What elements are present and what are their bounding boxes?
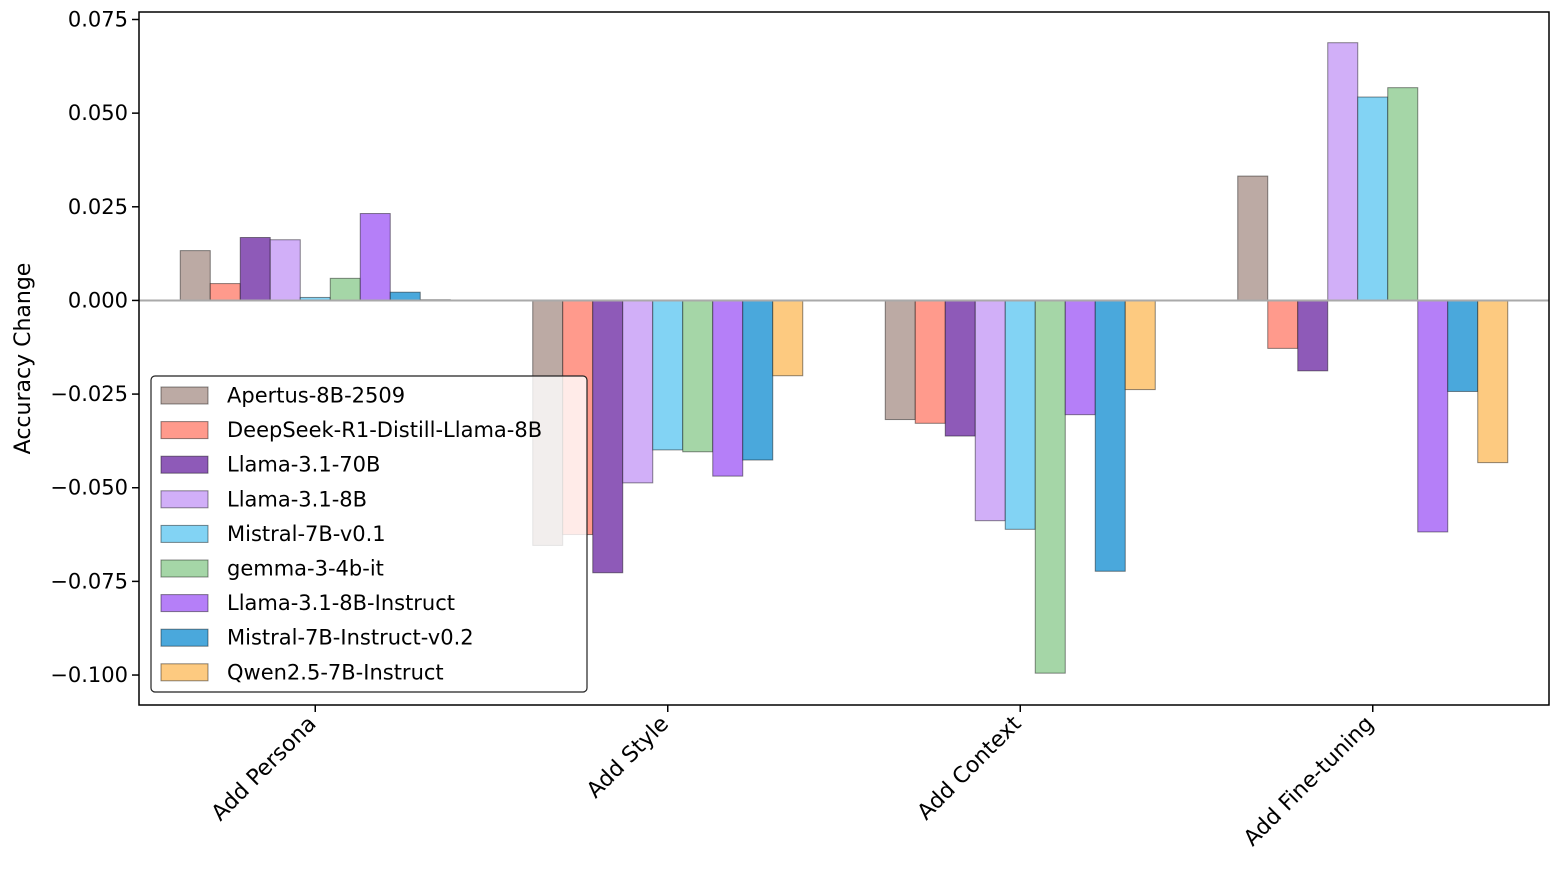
legend-swatch — [160, 490, 209, 509]
bar-deepseek-r1-distill-llama-8b-add-fine-tuning — [1267, 299, 1299, 349]
legend-swatch — [160, 628, 209, 647]
legend-swatch — [160, 455, 209, 474]
y-axis: 0.075 0.050 0.025 0.000 −0.025 −0.050 −0.075 −0… — [50, 7, 139, 687]
bar-gemma-3-4b-it-add-style — [682, 299, 714, 453]
bar-llama-3-1-70b-add-style — [592, 299, 624, 574]
bar-mistral-7b-instruct-v0-2-add-style — [742, 299, 774, 461]
bar-llama-3-1-8b-add-persona — [269, 239, 301, 301]
bar-mistral-7b-v0-1-add-style — [652, 299, 684, 451]
bar-gemma-3-4b-it-add-context — [1034, 299, 1066, 674]
y-tick-label: −0.025 — [50, 382, 128, 406]
bar-gemma-3-4b-it-add-persona — [329, 277, 361, 301]
bar-llama-3-1-8b-add-style — [622, 299, 654, 484]
legend-swatch — [160, 559, 209, 578]
y-tick-label: 0.025 — [68, 195, 128, 219]
legend: Apertus-8B-2509 DeepSeek-R1-Distill-Llama… — [150, 375, 588, 693]
legend-label: Llama-3.1-8B — [227, 487, 367, 511]
bar-apertus-8b-2509-add-persona — [179, 250, 211, 301]
bar-llama-3-1-8b-add-context — [974, 299, 1006, 522]
legend-label: Qwen2.5-7B-Instruct — [227, 660, 444, 684]
bar-mistral-7b-instruct-v0-2-add-fine-tuning — [1447, 299, 1479, 392]
y-tick-label: 0.075 — [68, 7, 128, 31]
legend-label: Mistral-7B-v0.1 — [227, 522, 386, 546]
y-tick-label: −0.100 — [50, 663, 128, 687]
y-tick-label: 0.050 — [68, 101, 128, 125]
legend-swatch — [160, 524, 209, 543]
bar-mistral-7b-instruct-v0-2-add-persona — [389, 291, 421, 301]
legend-label: Apertus-8B-2509 — [227, 384, 405, 408]
legend-label: DeepSeek-R1-Distill-Llama-8B — [227, 418, 542, 442]
bar-mistral-7b-v0-1-add-context — [1004, 299, 1036, 530]
bar-apertus-8b-2509-add-context — [884, 299, 916, 421]
legend-label: Mistral-7B-Instruct-v0.2 — [227, 626, 474, 650]
bar-qwen2-5-7b-instruct-add-context — [1124, 299, 1156, 391]
legend-box — [150, 375, 588, 693]
plot-frame — [138, 11, 1550, 706]
legend-swatch — [160, 594, 209, 613]
bar-apertus-8b-2509-add-fine-tuning — [1237, 175, 1269, 301]
bar-llama-3-1-8b-instruct-add-context — [1064, 299, 1096, 416]
bar-qwen2-5-7b-instruct-add-style — [772, 299, 804, 377]
legend-swatch — [160, 421, 209, 440]
y-tick-label: −0.050 — [50, 476, 128, 500]
bar-deepseek-r1-distill-llama-8b-add-persona — [209, 283, 241, 301]
legend-swatch — [160, 663, 209, 682]
legend-label: gemma-3-4b-it — [227, 557, 384, 581]
y-tick-label: 0.000 — [68, 288, 128, 312]
bar-qwen2-5-7b-instruct-add-fine-tuning — [1477, 299, 1509, 464]
bar-llama-3-1-70b-add-persona — [239, 237, 271, 301]
bar-llama-3-1-8b-instruct-add-persona — [359, 213, 391, 301]
bar-llama-3-1-70b-add-context — [944, 299, 976, 437]
bar-llama-3-1-8b-instruct-add-style — [712, 299, 744, 477]
bar-deepseek-r1-distill-llama-8b-add-context — [914, 299, 946, 424]
y-axis-title: Accuracy Change — [11, 263, 36, 455]
bar-llama-3-1-8b-add-fine-tuning — [1327, 42, 1359, 301]
bar-llama-3-1-8b-instruct-add-fine-tuning — [1417, 299, 1449, 533]
legend-label: Llama-3.1-70B — [227, 453, 380, 477]
bars-group — [179, 42, 1509, 674]
bar-llama-3-1-70b-add-fine-tuning — [1297, 299, 1329, 372]
legend-swatch — [160, 386, 209, 405]
bar-gemma-3-4b-it-add-fine-tuning — [1387, 87, 1419, 301]
bar-mistral-7b-v0-1-add-fine-tuning — [1357, 96, 1389, 301]
legend-label: Llama-3.1-8B-Instruct — [227, 591, 455, 615]
bar-mistral-7b-instruct-v0-2-add-context — [1094, 299, 1126, 572]
y-tick-label: −0.075 — [50, 569, 128, 593]
